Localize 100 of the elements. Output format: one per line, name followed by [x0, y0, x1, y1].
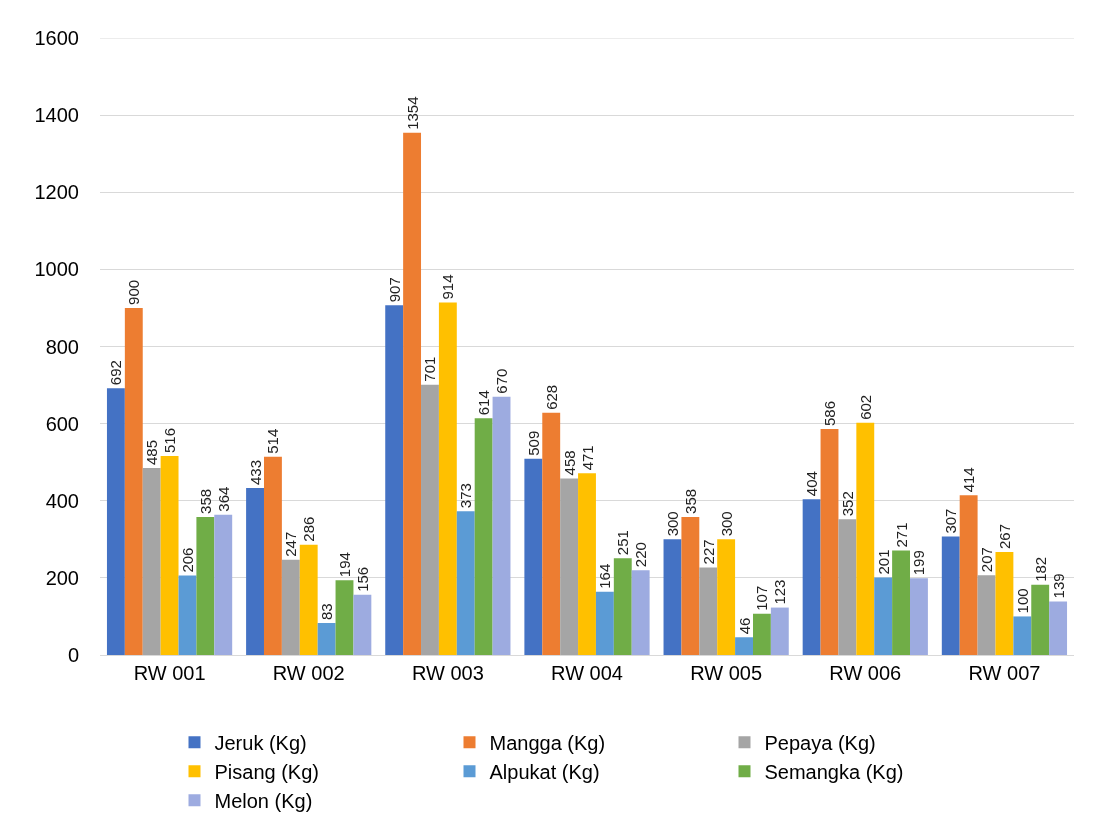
x-tick-label: RW 005 [690, 662, 763, 684]
bar [178, 575, 197, 655]
bar [802, 499, 821, 655]
data-label: 199 [910, 550, 928, 576]
bar [613, 558, 632, 655]
bar [456, 511, 475, 655]
data-label: 358 [681, 488, 699, 514]
data-label: 907 [385, 277, 403, 303]
bar [735, 637, 753, 655]
bar [160, 456, 179, 655]
data-label: 271 [892, 522, 910, 548]
legend-label: Pisang (Kg) [214, 761, 319, 784]
bar [717, 539, 736, 655]
legend-label: Melon (Kg) [214, 790, 313, 813]
bar [770, 607, 789, 655]
y-tick-label: 1200 [34, 181, 79, 204]
data-label: 404 [803, 471, 821, 497]
data-label: 900 [125, 279, 143, 305]
bar [910, 578, 928, 655]
data-label: 358 [196, 488, 214, 514]
data-label: 139 [1049, 573, 1067, 599]
y-tick-label: 1400 [34, 104, 79, 127]
data-label: 286 [300, 516, 318, 542]
data-label: 300 [663, 511, 681, 537]
data-label: 164 [596, 563, 614, 589]
bar [1031, 584, 1050, 655]
legend-label: Alpukat (Kg) [489, 761, 600, 784]
bar [106, 388, 125, 655]
y-tick-label: 1000 [34, 258, 79, 281]
bar [281, 559, 300, 655]
bar [299, 544, 318, 655]
data-label: 458 [560, 450, 578, 476]
bar [524, 458, 543, 655]
bar [959, 495, 978, 655]
bar [263, 456, 282, 655]
bar [124, 307, 143, 655]
data-label: 251 [614, 530, 632, 556]
legend-label: Mangga (Kg) [489, 732, 606, 755]
data-label: 471 [578, 445, 596, 471]
y-tick-label: 0 [67, 644, 79, 666]
bar [1049, 601, 1068, 655]
data-label: 227 [699, 539, 717, 565]
bar [820, 429, 839, 655]
bar [492, 396, 511, 655]
data-label: 206 [178, 547, 196, 573]
data-label: 300 [717, 511, 735, 537]
data-label: 207 [978, 547, 996, 573]
legend-label: Jeruk (Kg) [214, 732, 307, 755]
data-label: 628 [542, 384, 560, 410]
bar [421, 384, 439, 655]
bar [941, 536, 960, 655]
bar [542, 412, 561, 655]
bar [317, 622, 336, 655]
bar [142, 467, 161, 655]
legend-label: Pepaya (Kg) [764, 732, 876, 755]
bar [838, 519, 857, 655]
data-label: 123 [771, 579, 789, 605]
x-tick-label: RW 007 [968, 662, 1041, 684]
bar [560, 478, 579, 655]
data-label: 156 [353, 566, 371, 592]
y-tick-label: 600 [45, 412, 79, 435]
bar [977, 575, 996, 655]
bar [856, 422, 875, 655]
data-label: 614 [475, 390, 493, 416]
bar [214, 514, 233, 655]
data-label: 182 [1031, 556, 1049, 582]
data-label: 352 [838, 491, 856, 517]
data-label: 414 [960, 467, 978, 493]
data-label: 100 [1013, 588, 1031, 614]
data-label: 586 [821, 400, 839, 427]
data-label: 516 [161, 427, 179, 454]
data-label: 201 [874, 549, 892, 575]
data-label: 602 [856, 394, 874, 420]
data-label: 485 [143, 439, 161, 465]
bar [246, 488, 264, 655]
y-tick-label: 1600 [34, 27, 79, 49]
bar [874, 577, 893, 655]
bar [353, 594, 372, 655]
bar [892, 550, 911, 655]
y-tick-label: 200 [45, 566, 79, 589]
data-label: 220 [632, 542, 650, 568]
data-label: 373 [457, 483, 475, 509]
bar [335, 580, 354, 655]
data-label: 914 [439, 274, 457, 300]
data-label: 701 [421, 356, 439, 382]
bar [752, 613, 771, 655]
data-label: 267 [995, 524, 1013, 550]
data-label: 514 [264, 428, 282, 454]
x-tick-label: RW 002 [272, 662, 345, 684]
legend-label: Semangka (Kg) [764, 761, 904, 784]
bar [196, 516, 215, 655]
data-label: 307 [942, 508, 960, 534]
bar [578, 473, 596, 655]
data-label: 433 [246, 459, 264, 486]
data-label: 194 [335, 552, 353, 578]
bar [631, 570, 650, 655]
data-label: 107 [753, 585, 771, 611]
x-tick-label: RW 004 [551, 662, 623, 684]
x-tick-label: RW 001 [133, 662, 206, 684]
bar [663, 539, 682, 655]
